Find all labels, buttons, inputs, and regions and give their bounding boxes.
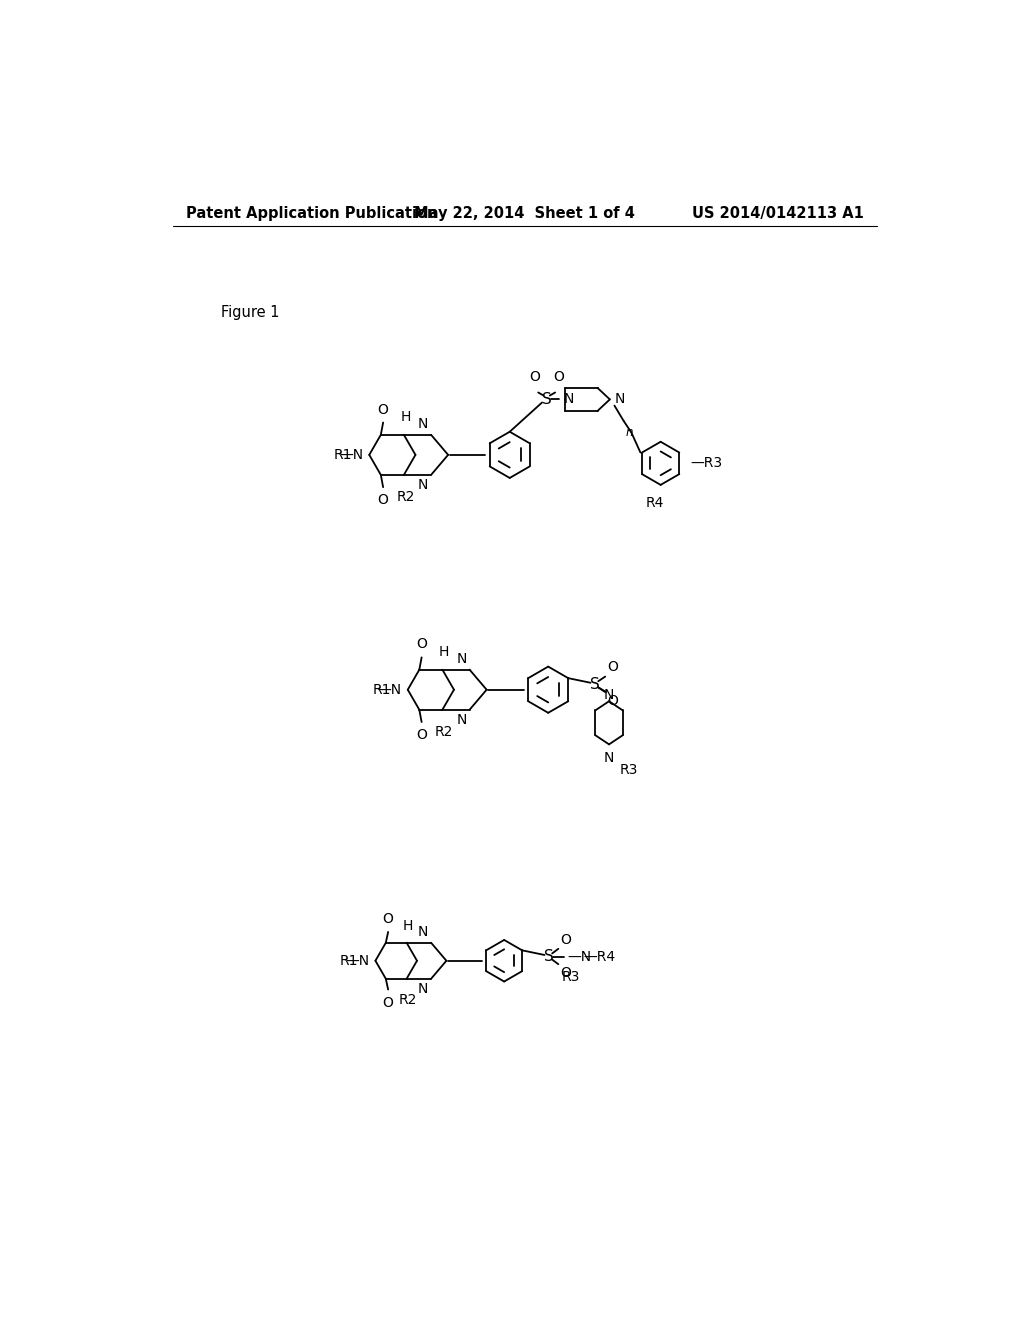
Text: O: O xyxy=(383,995,393,1010)
Text: Figure 1: Figure 1 xyxy=(221,305,280,319)
Text: N: N xyxy=(418,417,428,432)
Text: May 22, 2014  Sheet 1 of 4: May 22, 2014 Sheet 1 of 4 xyxy=(415,206,635,222)
Text: n: n xyxy=(626,425,634,438)
Text: N: N xyxy=(604,688,614,702)
Text: O: O xyxy=(607,694,618,709)
Text: H: H xyxy=(403,919,414,933)
Text: R1: R1 xyxy=(334,447,352,462)
Text: O: O xyxy=(416,729,427,742)
Text: S: S xyxy=(544,949,554,964)
Text: R1: R1 xyxy=(340,954,358,968)
Text: O: O xyxy=(378,492,388,507)
Text: R2: R2 xyxy=(399,993,418,1007)
Text: N: N xyxy=(418,982,428,995)
Text: —N: —N xyxy=(339,447,364,462)
Text: N: N xyxy=(456,652,467,665)
Text: —R4: —R4 xyxy=(583,949,615,964)
Text: S: S xyxy=(542,392,552,407)
Text: —N: —N xyxy=(345,954,370,968)
Text: R2: R2 xyxy=(435,725,454,739)
Text: —N: —N xyxy=(378,682,401,697)
Text: N: N xyxy=(563,392,574,407)
Text: H: H xyxy=(438,645,450,659)
Text: O: O xyxy=(378,403,388,417)
Text: R4: R4 xyxy=(645,496,664,510)
Text: R3: R3 xyxy=(620,763,638,777)
Text: H: H xyxy=(400,411,411,424)
Text: N: N xyxy=(418,478,428,492)
Text: —N: —N xyxy=(567,949,592,964)
Text: O: O xyxy=(554,370,564,384)
Text: R3: R3 xyxy=(561,970,580,985)
Text: O: O xyxy=(560,933,570,948)
Text: N: N xyxy=(604,751,614,764)
Text: R2: R2 xyxy=(396,490,415,504)
Text: N: N xyxy=(614,392,625,407)
Text: O: O xyxy=(607,660,618,675)
Text: N: N xyxy=(456,713,467,727)
Text: Patent Application Publication: Patent Application Publication xyxy=(186,206,437,222)
Text: O: O xyxy=(529,370,540,384)
Text: —R3: —R3 xyxy=(690,457,722,470)
Text: O: O xyxy=(416,638,427,651)
Text: R1: R1 xyxy=(373,682,391,697)
Text: O: O xyxy=(560,966,570,979)
Text: O: O xyxy=(383,912,393,925)
Text: US 2014/0142113 A1: US 2014/0142113 A1 xyxy=(692,206,863,222)
Text: N: N xyxy=(418,925,428,939)
Text: S: S xyxy=(590,677,600,692)
